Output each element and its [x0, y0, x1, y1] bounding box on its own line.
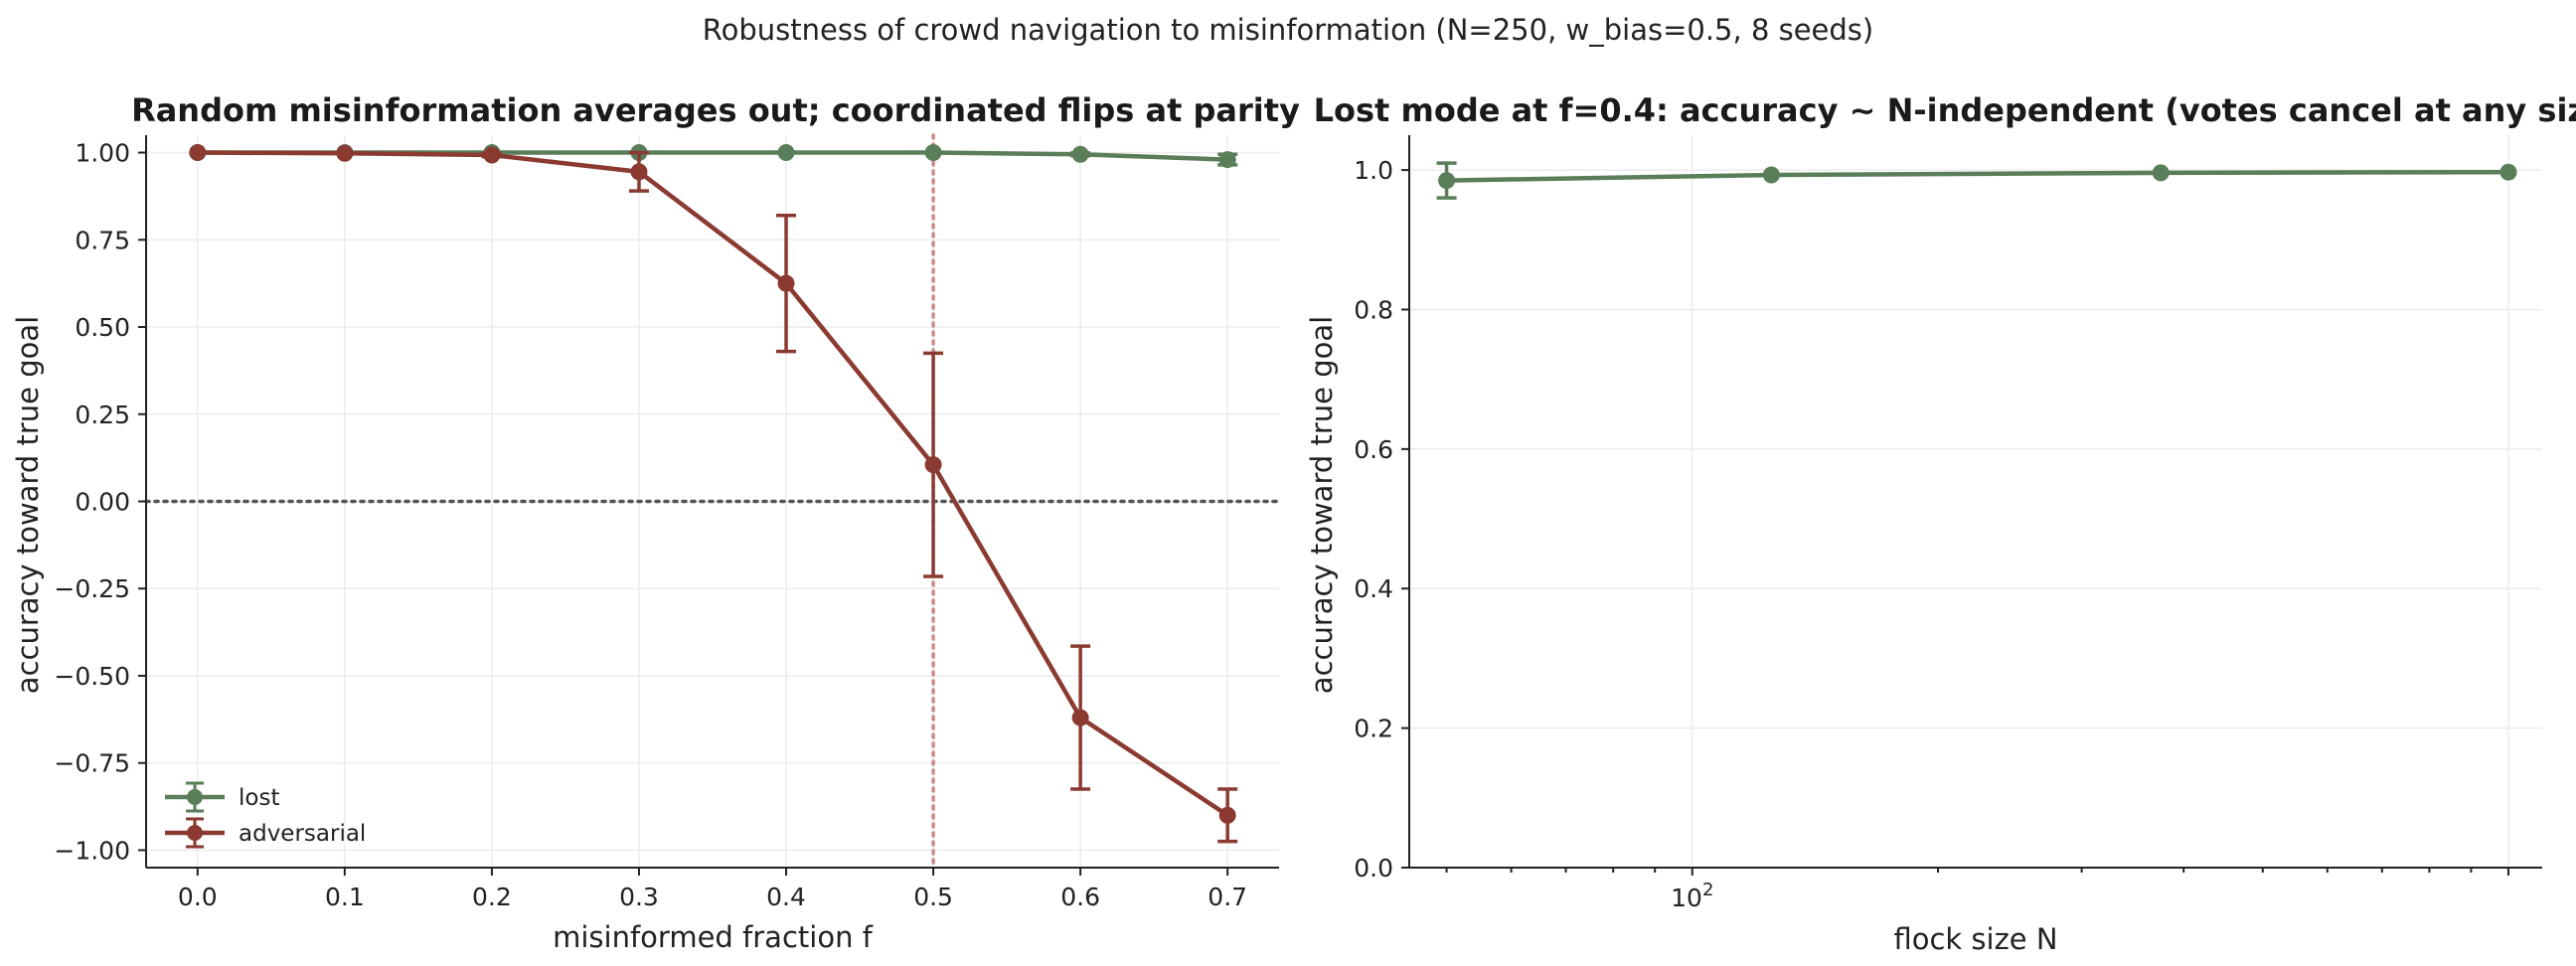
- y-tick-label: 0.4: [1354, 574, 1393, 603]
- y-tick-label: 0.2: [1354, 715, 1393, 743]
- data-point-adversarial: [1218, 806, 1236, 824]
- right-y-axis-label: accuracy toward true goal: [1305, 316, 1339, 694]
- y-tick-label: 0.75: [75, 226, 130, 254]
- right-panel-title: Lost mode at f=0.4: accuracy ~ N-indepen…: [1314, 91, 2576, 129]
- y-tick-label: 0.00: [75, 488, 130, 517]
- data-point-lost: [1762, 166, 1780, 184]
- left-x-axis-label: misinformed fraction f: [553, 920, 874, 954]
- right-series: [1436, 161, 2517, 200]
- y-tick-label: 1.0: [1354, 156, 1393, 185]
- y-tick-label: 0.25: [75, 401, 130, 429]
- left-y-axis-label: accuracy toward true goal: [11, 316, 45, 694]
- x-tick-label: 0.1: [325, 883, 365, 911]
- legend-marker-lost: [187, 789, 203, 805]
- x-tick-label: 0.6: [1060, 883, 1100, 911]
- right-axes: 102 0.0 0.2 0.4 0.6 0.8 1.0: [1354, 135, 2542, 912]
- data-point-adversarial: [189, 144, 207, 162]
- right-x-axis-label: flock size N: [1893, 922, 2057, 956]
- data-point-lost: [2152, 164, 2170, 182]
- y-tick-label: 0.8: [1354, 295, 1393, 324]
- data-point-lost: [1438, 172, 1456, 190]
- x-tick-label: 0.5: [913, 883, 953, 911]
- series-line-adversarial: [197, 150, 1229, 818]
- x-tick-label: 0.4: [766, 883, 806, 911]
- figure-suptitle: Robustness of crowd navigation to misinf…: [703, 13, 1873, 47]
- y-tick-label: −1.00: [54, 836, 130, 865]
- legend-marker-adversarial: [187, 825, 203, 841]
- x-tick-label: 0.2: [472, 883, 512, 911]
- x-tick-label: 0.3: [619, 883, 659, 911]
- data-point-adversarial: [336, 144, 354, 162]
- data-point-lost: [1071, 145, 1089, 163]
- left-panel-title: Random misinformation averages out; coor…: [131, 91, 1300, 129]
- right-panel: 102 0.0 0.2 0.4 0.6 0.8 1.0 Lost mode at f=0.4…: [1305, 91, 2576, 956]
- left-panel: 0.0 0.1 0.2 0.3 0.4 0.5 0.6 0.7 1.00 0.75 0.50 0.25…: [11, 91, 1300, 954]
- data-point-adversarial: [924, 456, 942, 474]
- data-point-lost: [1218, 151, 1236, 169]
- left-axes: 0.0 0.1 0.2 0.3 0.4 0.5 0.6 0.7 1.00 0.75 0.50 0.25…: [54, 135, 1279, 911]
- left-series: [189, 144, 1238, 844]
- x-tick-label: 0.0: [178, 883, 218, 911]
- y-tick-label: 1.00: [75, 139, 130, 168]
- y-tick-label: 0.6: [1354, 435, 1393, 464]
- data-point-lost: [924, 144, 942, 162]
- y-tick-label: −0.75: [54, 749, 130, 778]
- legend: lost adversarial: [165, 781, 366, 849]
- legend-label-lost: lost: [239, 785, 279, 811]
- series-line-lost: [1446, 169, 2509, 183]
- data-point-lost: [2499, 163, 2517, 181]
- y-tick-label: 0.50: [75, 313, 130, 342]
- data-point-adversarial: [777, 274, 795, 292]
- data-point-adversarial: [630, 163, 648, 181]
- data-point-adversarial: [1071, 709, 1089, 726]
- x-tick-label: 0.7: [1208, 883, 1247, 911]
- legend-label-adversarial: adversarial: [239, 821, 366, 847]
- x-tick-label: 102: [1671, 880, 1713, 912]
- data-point-lost: [777, 144, 795, 162]
- right-grid: [1409, 135, 2542, 869]
- y-tick-label: −0.50: [54, 662, 130, 691]
- y-tick-label: 0.0: [1354, 854, 1393, 883]
- y-tick-label: −0.25: [54, 574, 130, 603]
- data-point-adversarial: [483, 146, 501, 164]
